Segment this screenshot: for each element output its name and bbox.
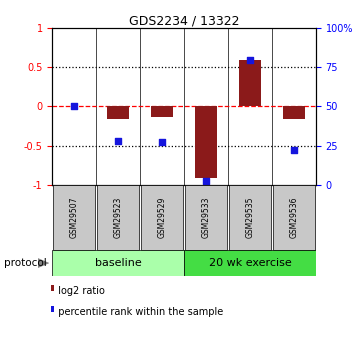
Text: GSM29533: GSM29533 xyxy=(201,197,210,238)
Point xyxy=(291,147,297,153)
Polygon shape xyxy=(38,258,49,268)
Bar xyxy=(283,106,305,119)
Text: protocol: protocol xyxy=(4,258,46,268)
Text: 20 wk exercise: 20 wk exercise xyxy=(209,258,291,268)
Bar xyxy=(97,185,139,250)
Bar xyxy=(239,60,261,106)
Point xyxy=(203,179,209,184)
Point xyxy=(71,104,77,109)
Bar xyxy=(273,185,315,250)
Bar xyxy=(141,185,183,250)
Bar xyxy=(185,185,227,250)
Text: percentile rank within the sample: percentile rank within the sample xyxy=(52,307,223,317)
Text: GSM29536: GSM29536 xyxy=(290,197,299,238)
Text: GSM29507: GSM29507 xyxy=(70,197,79,238)
Text: GSM29529: GSM29529 xyxy=(158,197,167,238)
Point xyxy=(159,140,165,145)
Bar xyxy=(195,106,217,178)
Bar xyxy=(229,185,271,250)
Text: GSM29535: GSM29535 xyxy=(245,197,255,238)
Bar xyxy=(151,106,173,117)
Bar xyxy=(53,185,95,250)
Point xyxy=(115,138,121,144)
Bar xyxy=(52,250,184,276)
Text: GSM29523: GSM29523 xyxy=(114,197,123,238)
Point xyxy=(247,57,253,62)
Bar xyxy=(107,106,129,119)
Title: GDS2234 / 13322: GDS2234 / 13322 xyxy=(129,14,239,27)
Text: log2 ratio: log2 ratio xyxy=(52,286,105,296)
Bar xyxy=(184,250,316,276)
Text: baseline: baseline xyxy=(95,258,142,268)
